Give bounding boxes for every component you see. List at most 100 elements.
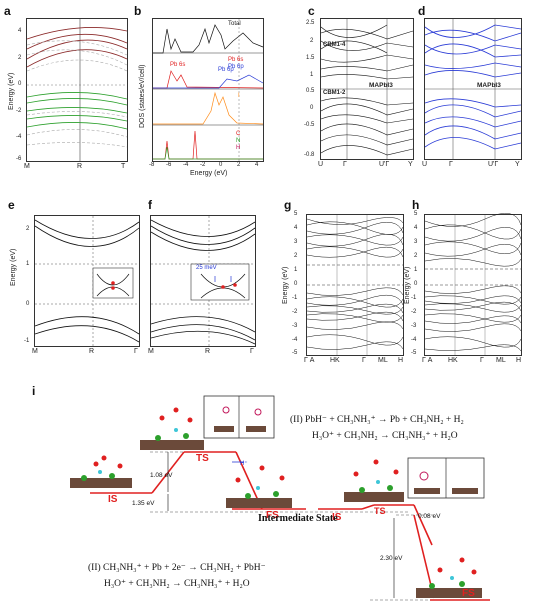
e-xtick: R [89, 348, 95, 355]
c-ytick: 1.5 [306, 55, 315, 61]
a-ytick: 2 [18, 55, 22, 61]
h-ytick: -2 [411, 309, 417, 315]
equation-bottom-2: H₃O⁺ + CH₃NH₂ → CH₃NH₃⁺ + H₂O [104, 579, 250, 589]
b-xtick: 4 [255, 162, 259, 168]
g-xtick: HK [330, 357, 340, 364]
c-xtick: U'Γ [379, 161, 390, 168]
b-annotation: Pb 6p [218, 67, 234, 73]
panel-b-label: b [134, 4, 142, 18]
a-xtick: M [24, 163, 30, 170]
h-ytick: 0 [414, 281, 418, 287]
e-ytick: 0 [26, 301, 30, 307]
panel-d-label: d [418, 4, 426, 18]
panel-a-bands [26, 19, 128, 161]
h-xtick: Γ A [422, 357, 433, 364]
b-legend: Total [228, 21, 241, 27]
e-ytick: -1 [24, 338, 30, 344]
c-ytick: 2 [310, 38, 314, 44]
a-ytick: -2 [16, 108, 22, 114]
d-xtick: Y [515, 161, 520, 168]
h-ytick: -3 [411, 323, 417, 329]
panel-f-plot [150, 215, 256, 347]
d-title: MAPbI3 [477, 82, 501, 89]
equation-bottom-1: (II) CH₃NH₃⁺ + Pb + 2e⁻ → CH₃NH₂ + PbH⁻ [88, 563, 266, 573]
state-is-2: IS [332, 512, 342, 523]
g-ytick: -4 [292, 337, 298, 343]
slab-structures [70, 440, 482, 598]
b-xtick: -2 [200, 162, 206, 168]
g-ytick: -3 [292, 323, 298, 329]
energy-barrier-2: 0.08 eV [418, 513, 441, 520]
g-ytick: 4 [294, 225, 298, 231]
hplus-label: H⁺ [240, 461, 248, 467]
d-xtick: U'Γ [488, 161, 499, 168]
e-xtick: Γ [134, 348, 138, 355]
g-ytick: 3 [294, 239, 298, 245]
panel-e-bands [34, 216, 140, 346]
panel-h-plot [424, 213, 522, 356]
a-ytick: 4 [18, 28, 22, 34]
b-legend: N [236, 138, 241, 144]
g-ytick: 0 [294, 281, 298, 287]
energy-barrier-1: 1.08 eV [150, 472, 173, 479]
h-ytick: -5 [411, 350, 417, 356]
f-xtick: M [148, 348, 154, 355]
state-ts-2: TS [374, 506, 386, 516]
g-ytick: -2 [292, 309, 298, 315]
b-xtick: 0 [219, 162, 223, 168]
h-ytick: 5 [414, 211, 418, 217]
a-xtick: R [77, 163, 83, 170]
b-xtick: -6 [166, 162, 172, 168]
panel-h-label: h [412, 198, 420, 212]
c-ytick: -0.8 [304, 152, 315, 158]
h-xtick: H [516, 357, 522, 364]
panel-g-bands [306, 215, 404, 355]
panel-c-bands [320, 19, 414, 159]
g-ytick: -5 [292, 350, 298, 356]
c-xtick: Y [408, 161, 413, 168]
d-xtick: Γ [449, 161, 453, 168]
g-xtick: ML [378, 357, 388, 364]
f-xtick: R [205, 348, 211, 355]
d-xtick: U [422, 161, 428, 168]
h-xtick: ML [496, 357, 506, 364]
panel-b-plot [152, 18, 264, 162]
panel-e-plot [34, 215, 140, 347]
b-xtick: 2 [237, 162, 241, 168]
panel-d-bands [424, 19, 522, 159]
f-inset-label: 25 meV [196, 265, 217, 271]
g-xtick: H [398, 357, 404, 364]
g-xtick: Γ A [304, 357, 315, 364]
h-ytick: 2 [414, 253, 418, 259]
c-title: MAPbI3 [369, 82, 393, 89]
panel-d-plot [424, 18, 522, 160]
panel-i-label: i [32, 384, 36, 398]
b-legend: I [238, 93, 240, 99]
e-ytick: 1 [26, 261, 30, 267]
equation-top-1: (II) PbH⁻ + CH₃NH₃⁺ → Pb + CH₃NH₂ + H₂ [290, 415, 464, 425]
h-ytick: 1 [414, 267, 418, 273]
b-xtick: -4 [183, 162, 189, 168]
c-ytick: 0.5 [306, 88, 315, 94]
c-ytick: 2.5 [306, 20, 315, 26]
b-annotation: Pb 6s [170, 62, 186, 68]
state-fs-1: FS [266, 510, 279, 521]
g-ytick: 2 [294, 253, 298, 259]
panel-a-label: a [4, 4, 11, 18]
h-ytick: -1 [411, 295, 417, 301]
e-xtick: M [32, 348, 38, 355]
h-ytick: -4 [411, 337, 417, 343]
panel-f-bands [150, 216, 256, 346]
b-legend: C [236, 131, 241, 137]
c-ytick: 1 [310, 72, 314, 78]
c-xtick: Γ [343, 161, 347, 168]
c-ytick: -0.5 [304, 122, 315, 128]
a-xtick: T [121, 163, 126, 170]
h-ytick: 4 [414, 225, 418, 231]
state-ts-1: TS [196, 453, 209, 464]
e-ytick: 2 [26, 226, 30, 232]
h-ytick: 3 [414, 239, 418, 245]
b-legend: H [236, 145, 241, 151]
panel-a-plot [26, 18, 128, 162]
